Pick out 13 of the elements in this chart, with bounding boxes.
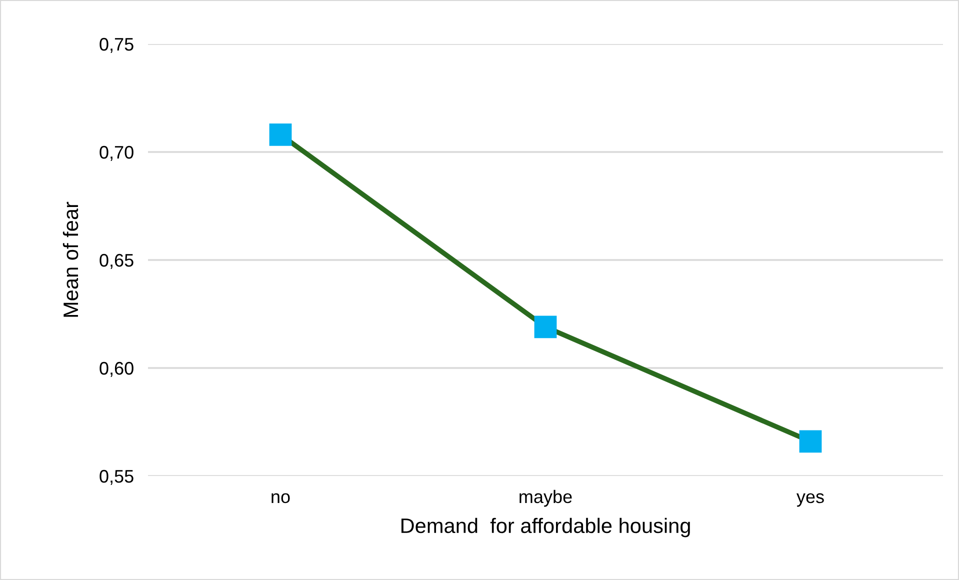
x-tick-label: yes — [796, 493, 824, 507]
y-tick-label: 0,65 — [100, 254, 134, 269]
y-tick-label: 0,75 — [100, 38, 134, 53]
point — [534, 316, 557, 338]
x-axis-title: Demand for affordable housing — [401, 518, 690, 538]
point — [799, 430, 822, 453]
point — [269, 124, 292, 146]
x-tick-label: no — [272, 493, 290, 504]
y-axis-title: Mean of fear — [62, 202, 78, 317]
y-tick-label: 0,55 — [100, 470, 134, 485]
x-tick-label: maybe — [520, 490, 572, 507]
y-tick-label: 0,60 — [100, 362, 134, 377]
y-tick-label: 0,70 — [100, 146, 134, 161]
